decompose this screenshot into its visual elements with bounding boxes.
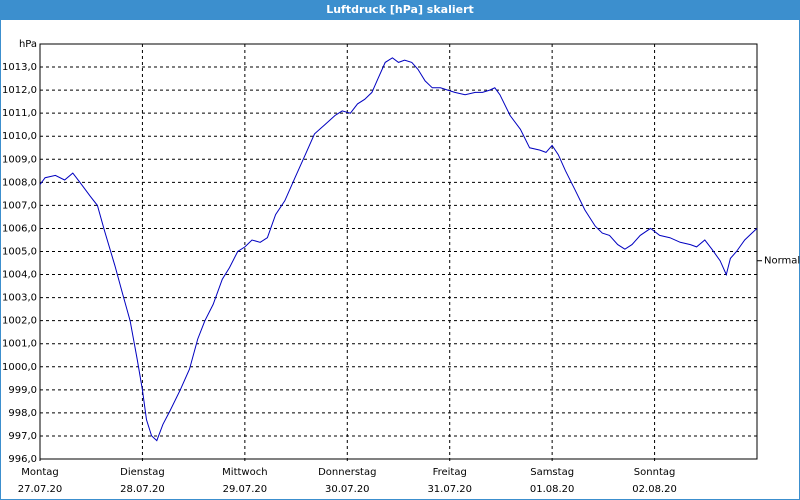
y-tick-label: 1005,0 (2, 247, 37, 258)
y-tick-label: 1011,0 (2, 108, 37, 119)
y-tick-label: 1002,0 (2, 316, 37, 327)
y-tick-label: 1006,0 (2, 223, 37, 234)
y-tick-label: 996,0 (8, 454, 37, 465)
title-bar (0, 0, 800, 20)
y-tick-label: 1009,0 (2, 154, 37, 165)
x-tick-date: 28.07.20 (120, 484, 165, 495)
y-tick-label: 999,0 (8, 385, 37, 396)
annotation-label: Normal (764, 256, 800, 267)
plot-frame (39, 43, 758, 460)
x-tick-date: 02.08.20 (632, 484, 677, 495)
y-tick-label: 997,0 (8, 431, 37, 442)
y-tick-label: 1012,0 (2, 85, 37, 96)
x-tick-label: Donnerstag (318, 467, 376, 478)
x-tick-label: Sonntag (634, 467, 676, 478)
x-tick-date: 27.07.20 (18, 484, 63, 495)
y-tick-label: 1004,0 (2, 270, 37, 281)
y-tick-label: hPa (19, 39, 37, 50)
x-tick-date: 01.08.20 (530, 484, 575, 495)
y-tick-label: 1001,0 (2, 339, 37, 350)
y-tick-label: 1008,0 (2, 177, 37, 188)
x-tick-label: Freitag (433, 467, 467, 478)
x-tick-date: 30.07.20 (325, 484, 370, 495)
y-tick-label: 1013,0 (2, 62, 37, 73)
x-tick-label: Montag (21, 467, 58, 478)
y-tick-label: 1003,0 (2, 293, 37, 304)
y-tick-label: 1007,0 (2, 200, 37, 211)
y-tick-label: 998,0 (8, 408, 37, 419)
x-tick-label: Mittwoch (222, 467, 267, 478)
x-tick-label: Samstag (530, 467, 574, 478)
chart-title: Luftdruck [hPa] skaliert (326, 3, 474, 16)
x-tick-label: Dienstag (120, 467, 165, 478)
y-tick-label: 1000,0 (2, 362, 37, 373)
x-tick-date: 29.07.20 (223, 484, 268, 495)
y-tick-label: 1010,0 (2, 131, 37, 142)
data-line (39, 57, 758, 442)
x-tick-date: 31.07.20 (427, 484, 472, 495)
